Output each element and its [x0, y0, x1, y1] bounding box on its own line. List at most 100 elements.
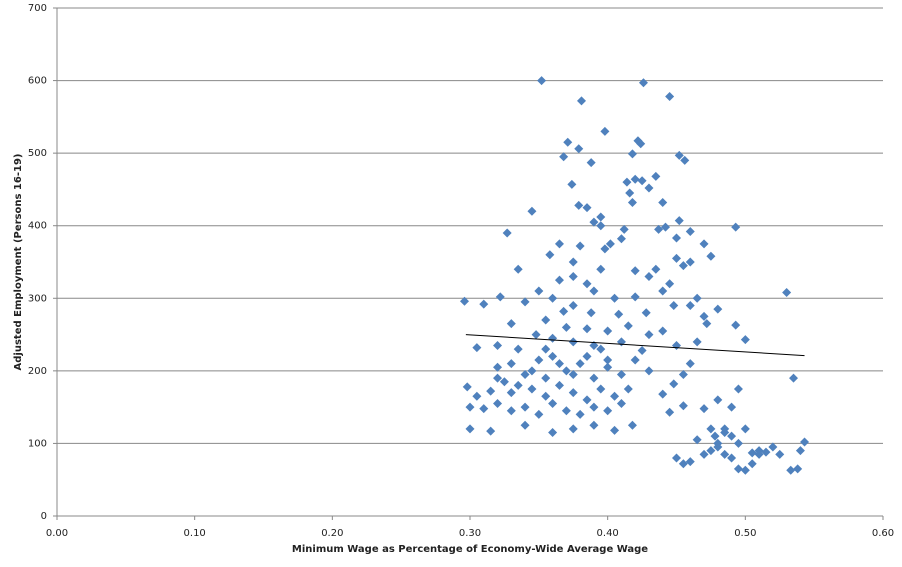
point [685, 227, 695, 237]
point [786, 465, 796, 475]
point [506, 388, 516, 398]
point [644, 183, 654, 193]
point [660, 222, 670, 232]
point [727, 431, 737, 441]
point [541, 373, 551, 383]
point [574, 144, 584, 154]
point [672, 253, 681, 263]
x-tick-label: 0.30 [459, 528, 481, 539]
point [575, 241, 585, 251]
point [545, 250, 555, 260]
point [499, 377, 509, 387]
y-tick-label: 100 [28, 438, 47, 449]
point [636, 139, 646, 149]
point [506, 359, 516, 369]
point [713, 395, 723, 405]
point [658, 197, 668, 207]
point [747, 459, 757, 469]
point [678, 401, 688, 411]
point [630, 174, 640, 184]
x-axis-title: Minimum Wage as Percentage of Economy-Wi… [292, 544, 648, 555]
point [589, 373, 599, 383]
y-tick-label: 400 [28, 221, 47, 232]
point [462, 382, 472, 392]
point [548, 293, 558, 303]
point [789, 373, 799, 383]
point [541, 315, 551, 325]
point [459, 296, 469, 306]
point [651, 264, 661, 274]
point [625, 188, 635, 198]
point [680, 155, 690, 165]
point [582, 279, 592, 289]
point [685, 257, 695, 267]
point [727, 453, 737, 463]
point [520, 369, 530, 379]
point [795, 446, 805, 456]
point [622, 177, 632, 187]
point [674, 216, 684, 226]
point [568, 257, 578, 267]
point [678, 261, 688, 271]
point [713, 304, 723, 314]
point [589, 340, 599, 350]
point [706, 251, 716, 261]
point [630, 266, 640, 276]
point [548, 333, 558, 343]
point [554, 359, 564, 369]
point [740, 465, 750, 475]
point [630, 292, 640, 302]
point [582, 324, 592, 334]
x-tick-label: 0.10 [184, 528, 206, 539]
point [568, 369, 578, 379]
point [582, 351, 592, 361]
point [554, 380, 564, 390]
point [692, 435, 702, 445]
point [637, 176, 647, 186]
point [486, 386, 496, 396]
point [651, 171, 661, 181]
point [768, 442, 778, 452]
point [614, 309, 624, 319]
point [513, 380, 523, 390]
point [699, 404, 709, 414]
point [754, 449, 764, 459]
point [534, 355, 544, 365]
point [568, 301, 578, 311]
point [493, 399, 503, 409]
x-tick-label: 0.00 [46, 528, 68, 539]
point [559, 306, 569, 316]
point [600, 126, 610, 136]
y-tick-label: 700 [28, 3, 47, 14]
point [589, 402, 599, 412]
point [720, 424, 730, 434]
y-tick-label: 600 [28, 76, 47, 87]
y-axis-title: Adjusted Employment (Persons 16-19) [13, 154, 24, 371]
point [527, 366, 537, 376]
point [486, 426, 496, 436]
point [495, 292, 505, 302]
y-tick-label: 500 [28, 148, 47, 159]
point [561, 322, 571, 332]
point [548, 399, 558, 409]
point [506, 406, 516, 416]
point [506, 319, 516, 329]
point [699, 239, 709, 249]
point [692, 337, 702, 347]
point [596, 212, 606, 222]
point [472, 343, 482, 353]
point [534, 286, 544, 296]
point [706, 424, 716, 434]
point [479, 404, 489, 414]
point [610, 425, 620, 435]
point [740, 335, 750, 345]
trend-line [465, 334, 805, 357]
point [561, 406, 571, 416]
point [623, 321, 633, 331]
y-tick-label: 0 [41, 511, 47, 522]
point [678, 459, 688, 469]
point [727, 402, 737, 412]
point [669, 379, 679, 389]
point [520, 420, 530, 430]
